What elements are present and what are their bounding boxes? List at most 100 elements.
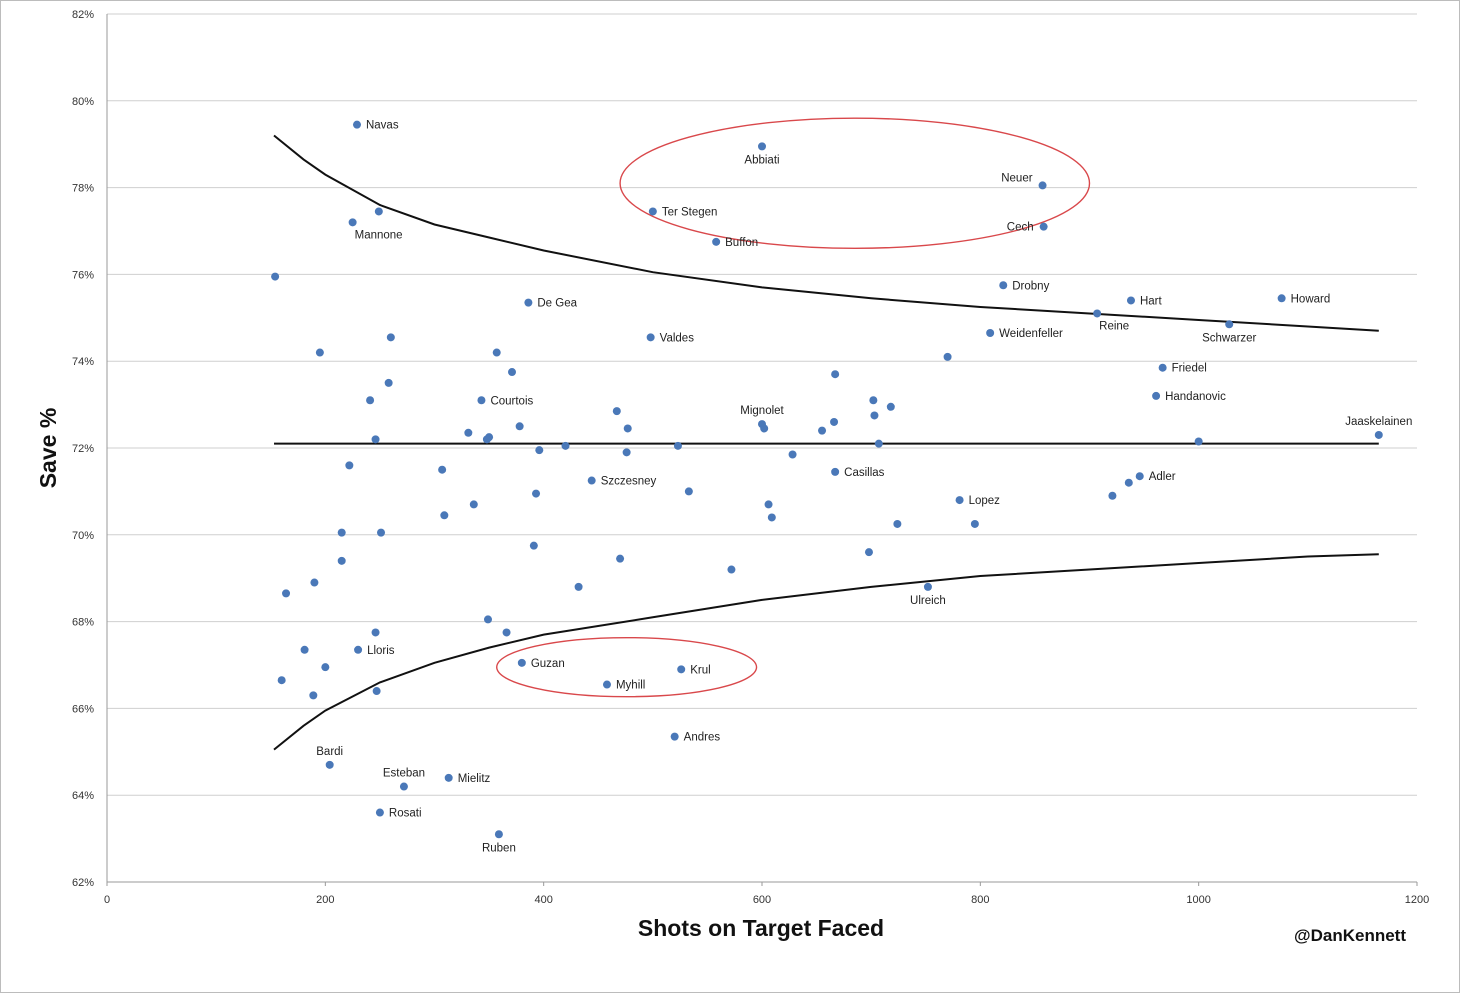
data-point (282, 589, 291, 598)
data-point (517, 658, 526, 667)
data-point (612, 407, 621, 416)
point-label: Esteban (383, 768, 425, 780)
data-point (1194, 437, 1203, 446)
point-label: Lloris (367, 645, 395, 657)
data-point (1124, 478, 1133, 487)
data-point (483, 615, 492, 624)
data-point (315, 348, 324, 357)
point-label: Ulreich (910, 595, 946, 607)
point-label: Reine (1099, 320, 1129, 332)
data-point (1039, 222, 1048, 231)
point-label: Adler (1149, 471, 1176, 483)
data-point (616, 554, 625, 563)
data-point (923, 582, 932, 591)
data-point (727, 565, 736, 574)
data-point (532, 489, 541, 498)
x-tick-label: 1200 (1405, 894, 1429, 906)
y-tick-label: 70% (72, 530, 94, 542)
data-point (764, 500, 773, 509)
point-label: De Gea (537, 298, 577, 310)
point-label: Lopez (969, 495, 1001, 507)
point-label: Bardi (316, 746, 343, 758)
data-point (535, 446, 544, 455)
point-label: Mielitz (458, 773, 491, 785)
point-label: Hart (1140, 295, 1163, 307)
point-label: Friedel (1172, 363, 1207, 375)
point-label: Handanovic (1165, 391, 1226, 403)
data-point (374, 207, 383, 216)
x-tick-label: 800 (971, 894, 989, 906)
y-tick-label: 76% (72, 269, 94, 281)
data-point (371, 628, 380, 637)
data-point (438, 465, 447, 474)
data-point (1225, 320, 1234, 329)
data-point (869, 396, 878, 405)
upper-band-curve (273, 134, 1379, 332)
point-label: Drobny (1012, 280, 1049, 292)
data-point (271, 272, 280, 281)
data-point (337, 556, 346, 565)
data-point (1093, 309, 1102, 318)
data-point (1158, 363, 1167, 372)
highlight-ellipses (496, 117, 1091, 698)
point-label: Szczesney (601, 476, 657, 488)
data-point (477, 396, 486, 405)
data-point (1135, 472, 1144, 481)
credit-text: @DanKennett (1294, 926, 1406, 945)
x-axis-title: Shots on Target Faced (638, 915, 884, 941)
point-label: Weidenfeller (999, 328, 1063, 340)
data-point (494, 830, 503, 839)
data-point (1374, 430, 1383, 439)
data-point (348, 218, 357, 227)
data-point (831, 370, 840, 379)
data-point (864, 548, 873, 557)
point-label: Buffon (725, 237, 758, 249)
point-label: Neuer (1001, 172, 1032, 184)
data-point (492, 348, 501, 357)
x-tick-label: 1000 (1186, 894, 1210, 906)
data-point (1038, 181, 1047, 190)
data-point (673, 441, 682, 450)
data-point (677, 665, 686, 674)
data-point (646, 333, 655, 342)
point-label: Howard (1291, 293, 1331, 305)
x-tick-label: 600 (753, 894, 771, 906)
data-point (870, 411, 879, 420)
gridlines (106, 13, 1417, 883)
y-tick-label: 74% (72, 356, 94, 368)
data-point (300, 645, 309, 654)
x-tick-label: 200 (316, 894, 334, 906)
point-label: Andres (684, 732, 721, 744)
data-point (874, 439, 883, 448)
point-label: Krul (690, 664, 710, 676)
data-point (384, 378, 393, 387)
data-point (999, 281, 1008, 290)
data-point (767, 513, 776, 522)
y-tick-label: 72% (72, 443, 94, 455)
data-point (529, 541, 538, 550)
data-point (758, 142, 766, 151)
data-point (986, 328, 995, 337)
data-point (345, 461, 354, 470)
y-tick-label: 66% (72, 703, 94, 715)
highlight-ellipse (496, 636, 758, 698)
data-point (399, 782, 408, 791)
data-point (375, 808, 384, 817)
data-point (648, 207, 657, 216)
data-point (622, 448, 631, 457)
point-label: Navas (366, 120, 399, 132)
y-tick-label: 82% (72, 9, 94, 21)
point-label: Mannone (355, 229, 403, 241)
data-point (831, 467, 840, 476)
y-tick-label: 80% (72, 96, 94, 108)
reference-lines (273, 134, 1379, 751)
lower-band-curve (273, 553, 1379, 751)
y-tick-label: 62% (72, 877, 94, 889)
data-point (561, 441, 570, 450)
y-axis-title: Save % (35, 408, 61, 489)
data-point (337, 528, 346, 537)
point-label: Jaaskelainen (1345, 416, 1412, 428)
data-point (623, 424, 632, 433)
point-label: Mignolet (740, 405, 784, 417)
